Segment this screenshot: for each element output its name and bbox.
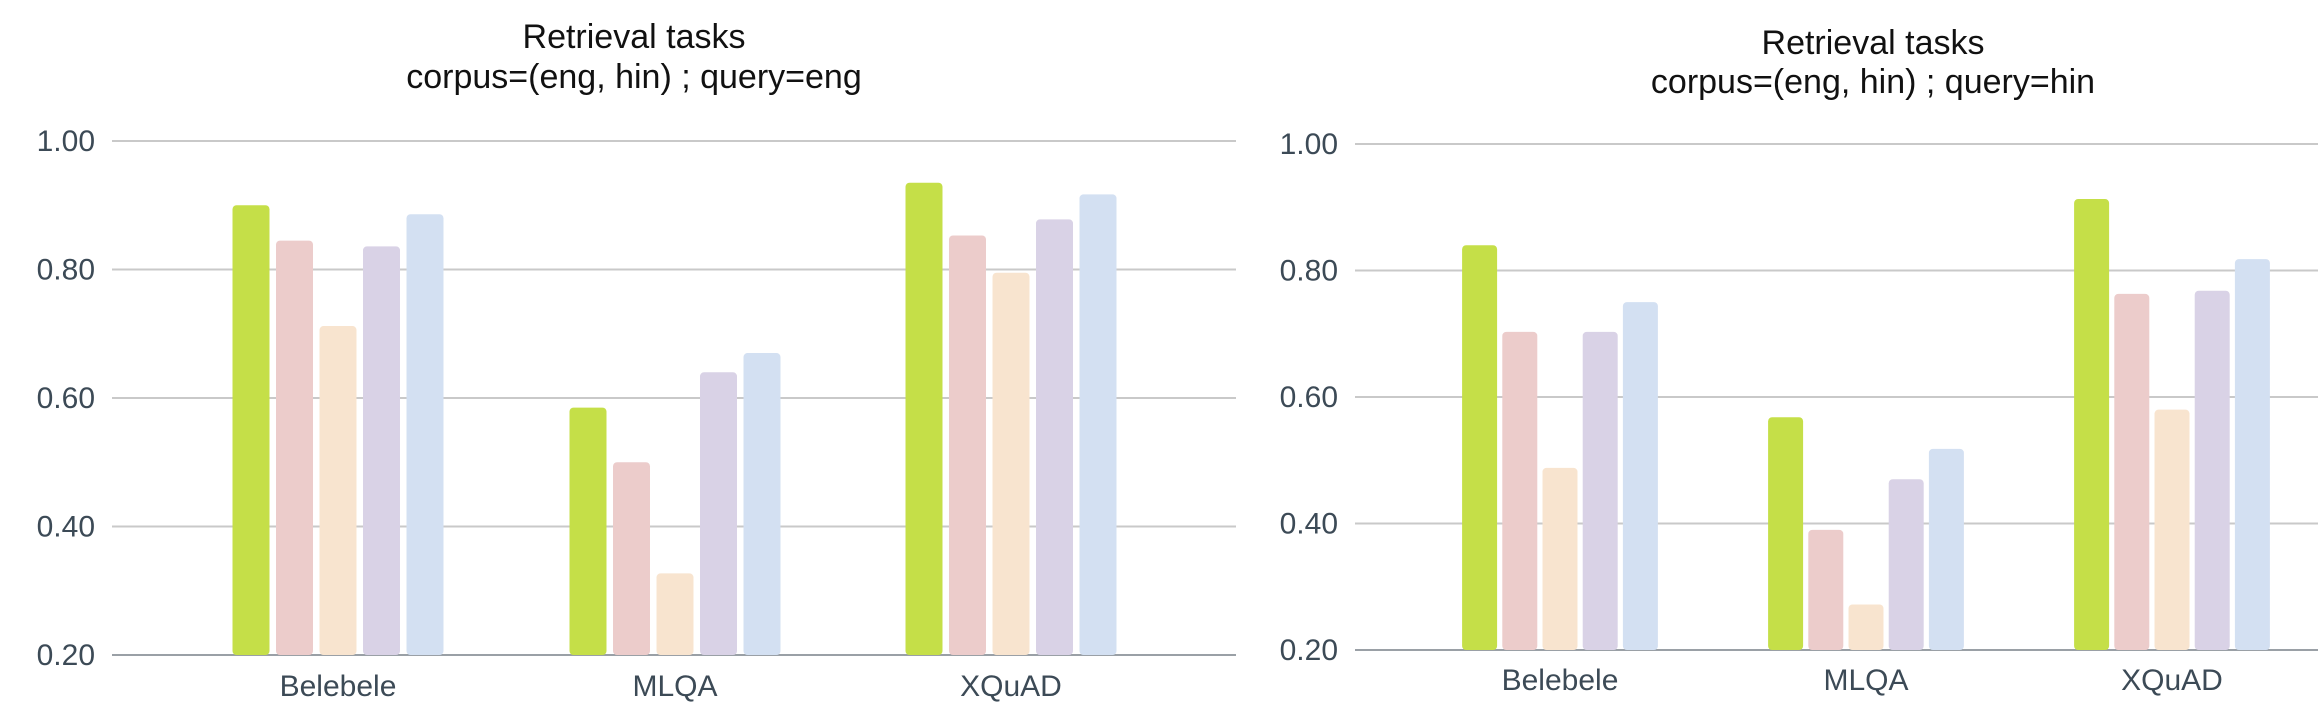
bar-xquad-series-2	[949, 235, 986, 655]
x-category-label: MLQA	[632, 670, 717, 703]
y-tick-label: 0.20	[37, 639, 95, 672]
bar-belebele-series-1	[232, 205, 270, 655]
y-tick-label: 0.40	[1280, 508, 1338, 541]
bar-mlqa-series-1	[569, 407, 607, 655]
x-category-label: MLQA	[1823, 664, 1908, 697]
bar-xquad-series-1	[2074, 199, 2110, 650]
bar-mlqa-series-4	[700, 372, 737, 655]
bar-xquad-series-1	[905, 182, 943, 655]
chart-title: Retrieval tasks	[523, 18, 746, 56]
bar-belebele-series-3	[319, 326, 357, 655]
x-category-label: Belebele	[280, 670, 397, 703]
bar-belebele-series-4	[1582, 331, 1618, 650]
chart-right: Retrieval tasks corpus=(eng, hin) ; query…	[1270, 0, 2318, 724]
y-tick-label: 0.80	[1280, 255, 1338, 288]
y-tick-label: 1.00	[1280, 128, 1338, 161]
bar-belebele-series-5	[1622, 302, 1658, 650]
bar-belebele-series-3	[1542, 467, 1578, 650]
y-tick-label: 0.40	[37, 511, 95, 544]
bar-xquad-series-2	[2114, 293, 2150, 650]
bar-belebele-series-5	[406, 214, 444, 655]
bar-belebele-series-1	[1462, 245, 1498, 650]
bar-mlqa-series-5	[1928, 448, 1964, 650]
y-tick-label: 0.80	[37, 254, 95, 287]
y-tick-label: 0.60	[1280, 381, 1338, 414]
bar-xquad-series-5	[2234, 259, 2270, 650]
chart-subtitle: corpus=(eng, hin) ; query=eng	[406, 58, 862, 96]
bar-xquad-series-4	[1036, 219, 1073, 655]
bar-mlqa-series-5	[743, 353, 781, 655]
bar-belebele-series-2	[1502, 331, 1538, 650]
bar-mlqa-series-3	[656, 573, 694, 655]
bar-belebele-series-4	[363, 246, 400, 655]
x-category-label: XQuAD	[960, 670, 1062, 703]
bar-xquad-series-3	[2154, 409, 2190, 650]
x-category-label: Belebele	[1502, 664, 1619, 697]
bar-mlqa-series-3	[1848, 604, 1884, 650]
chart-subtitle: corpus=(eng, hin) ; query=hin	[1651, 63, 2095, 101]
bar-xquad-series-4	[2194, 290, 2230, 650]
chart-title: Retrieval tasks	[1762, 24, 1985, 62]
y-tick-label: 1.00	[37, 125, 95, 158]
bar-mlqa-series-2	[613, 462, 650, 655]
bar-mlqa-series-2	[1808, 529, 1844, 650]
y-tick-label: 0.60	[37, 382, 95, 415]
x-category-label: XQuAD	[2121, 664, 2223, 697]
bar-xquad-series-3	[992, 272, 1030, 655]
bar-mlqa-series-4	[1888, 479, 1924, 650]
bar-belebele-series-2	[276, 240, 313, 655]
chart-left: Retrieval tasks corpus=(eng, hin) ; query…	[37, 18, 1236, 703]
y-tick-label: 0.20	[1280, 634, 1338, 667]
bar-mlqa-series-1	[1768, 417, 1804, 650]
bar-xquad-series-5	[1079, 194, 1117, 655]
